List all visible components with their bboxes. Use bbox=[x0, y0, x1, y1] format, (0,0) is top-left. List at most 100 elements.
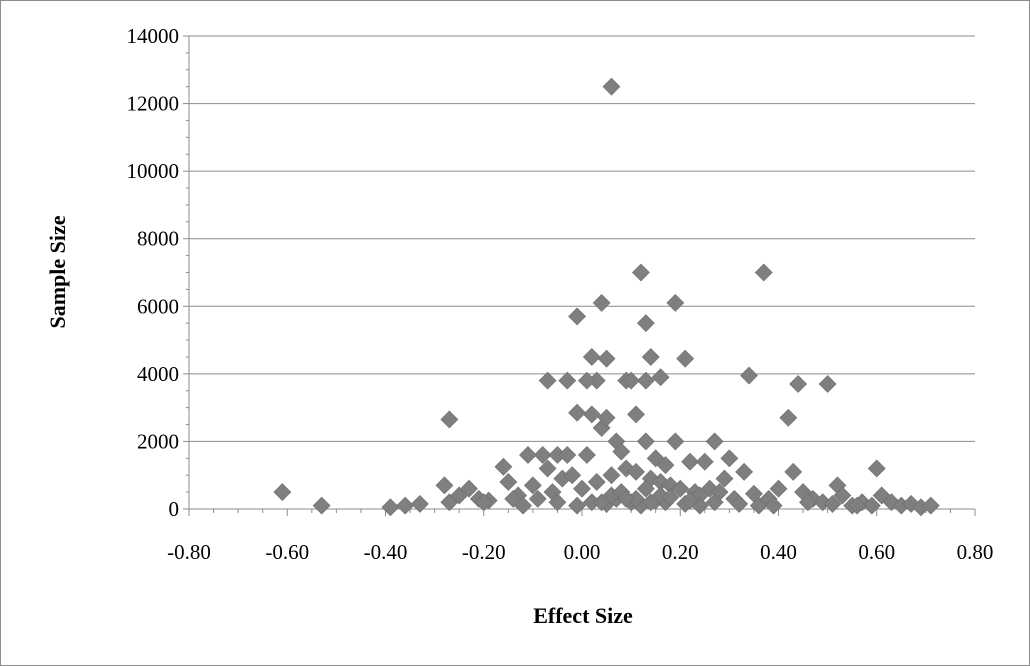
data-point-0-4 bbox=[666, 293, 685, 312]
y-tick-label-6: 12000 bbox=[127, 92, 180, 116]
data-point-0-70 bbox=[602, 466, 621, 485]
data-point-0-21 bbox=[622, 371, 641, 390]
y-tick-label-1: 2000 bbox=[137, 429, 179, 453]
data-point-0-36 bbox=[577, 446, 596, 464]
data-point-0-1 bbox=[632, 263, 650, 282]
data-point-0-39 bbox=[695, 452, 714, 471]
data-point-0-13 bbox=[636, 371, 655, 390]
data-point-0-40 bbox=[720, 449, 739, 468]
x-tick-label-7: 0.60 bbox=[858, 540, 895, 564]
data-point-0-114 bbox=[730, 495, 749, 513]
gridlines bbox=[189, 35, 975, 442]
data-points bbox=[273, 77, 940, 517]
data-point-0-35 bbox=[558, 446, 577, 464]
x-tick-label-5: 0.20 bbox=[662, 540, 699, 564]
data-point-0-71 bbox=[617, 459, 636, 478]
data-point-0-103 bbox=[568, 496, 587, 515]
y-tick-label-5: 10000 bbox=[127, 159, 180, 183]
data-point-0-45 bbox=[519, 446, 537, 464]
data-point-0-102 bbox=[548, 493, 567, 512]
data-point-0-58 bbox=[460, 479, 478, 498]
data-point-0-8 bbox=[597, 349, 616, 368]
data-point-0-14 bbox=[740, 366, 758, 385]
data-point-0-17 bbox=[538, 371, 557, 390]
data-point-0-96 bbox=[902, 495, 921, 513]
data-point-0-47 bbox=[612, 442, 631, 461]
x-tick-label-2: -0.40 bbox=[364, 540, 408, 564]
data-point-0-33 bbox=[533, 446, 552, 464]
data-point-0-15 bbox=[789, 375, 808, 393]
data-point-0-69 bbox=[587, 473, 606, 491]
data-point-0-25 bbox=[779, 408, 798, 427]
y-tick-label-7: 14000 bbox=[127, 24, 180, 48]
data-point-0-7 bbox=[582, 348, 601, 366]
data-point-0-29 bbox=[636, 432, 655, 451]
data-point-0-30 bbox=[666, 432, 685, 451]
data-point-0-37 bbox=[646, 449, 665, 468]
x-axis-title: Effect Size bbox=[533, 603, 633, 628]
data-point-0-127 bbox=[592, 493, 611, 512]
x-tick-label-6: 0.40 bbox=[760, 540, 797, 564]
data-point-0-128 bbox=[617, 489, 636, 508]
data-point-0-23 bbox=[582, 405, 601, 424]
data-point-0-113 bbox=[705, 493, 724, 512]
data-point-0-101 bbox=[514, 496, 532, 515]
y-tick-label-0: 0 bbox=[169, 497, 180, 521]
data-point-0-20 bbox=[577, 371, 596, 390]
data-point-0-46 bbox=[538, 459, 557, 478]
data-point-0-68 bbox=[573, 479, 591, 498]
data-point-0-98 bbox=[921, 496, 940, 515]
y-tick-label-4: 8000 bbox=[137, 227, 179, 251]
data-point-0-92 bbox=[862, 496, 881, 515]
data-point-0-44 bbox=[494, 457, 513, 476]
data-point-0-118 bbox=[823, 495, 842, 513]
x-tick-label-4: 0.00 bbox=[564, 540, 601, 564]
data-point-0-50 bbox=[273, 483, 292, 502]
data-point-0-129 bbox=[641, 493, 660, 512]
x-tick-label-0: -0.80 bbox=[167, 540, 211, 564]
data-point-0-49 bbox=[715, 469, 734, 488]
data-point-0-61 bbox=[499, 473, 518, 491]
x-tick-label-3: -0.20 bbox=[462, 540, 506, 564]
data-point-0-18 bbox=[558, 371, 577, 390]
data-point-0-54 bbox=[410, 495, 429, 513]
axes bbox=[183, 35, 976, 516]
data-point-0-3 bbox=[592, 293, 611, 312]
data-point-0-11 bbox=[651, 368, 670, 387]
data-point-0-115 bbox=[749, 496, 768, 515]
data-point-0-48 bbox=[656, 456, 675, 475]
x-tick-label-8: 0.80 bbox=[957, 540, 994, 564]
data-point-0-5 bbox=[636, 314, 655, 333]
y-tick-label-3: 6000 bbox=[137, 294, 179, 318]
y-tick-label-2: 4000 bbox=[137, 362, 179, 386]
data-point-0-16 bbox=[818, 375, 837, 393]
data-point-0-26 bbox=[440, 410, 459, 429]
data-point-0-55 bbox=[435, 476, 454, 495]
data-point-0-22 bbox=[627, 405, 645, 424]
data-point-0-52 bbox=[381, 498, 400, 517]
data-point-0-28 bbox=[597, 408, 616, 427]
data-point-0-6 bbox=[568, 307, 587, 326]
x-tick-label-1: -0.60 bbox=[265, 540, 309, 564]
data-point-0-89 bbox=[833, 486, 852, 505]
data-point-0-126 bbox=[681, 491, 699, 510]
data-point-0-24 bbox=[568, 403, 587, 422]
data-point-0-84 bbox=[769, 479, 788, 498]
data-point-0-38 bbox=[681, 452, 699, 471]
data-point-0-63 bbox=[523, 476, 542, 495]
data-point-0-43 bbox=[784, 462, 803, 481]
data-point-0-53 bbox=[396, 496, 415, 515]
data-point-0-51 bbox=[312, 496, 331, 515]
data-point-0-31 bbox=[705, 432, 724, 451]
data-point-0-119 bbox=[848, 496, 867, 515]
data-point-0-123 bbox=[636, 479, 655, 498]
data-point-0-79 bbox=[700, 479, 719, 498]
data-point-0-117 bbox=[799, 493, 817, 512]
data-point-0-9 bbox=[641, 348, 660, 366]
data-point-0-64 bbox=[528, 489, 547, 508]
data-point-0-0 bbox=[602, 77, 621, 96]
data-point-0-10 bbox=[676, 349, 695, 368]
data-point-0-76 bbox=[671, 479, 690, 498]
